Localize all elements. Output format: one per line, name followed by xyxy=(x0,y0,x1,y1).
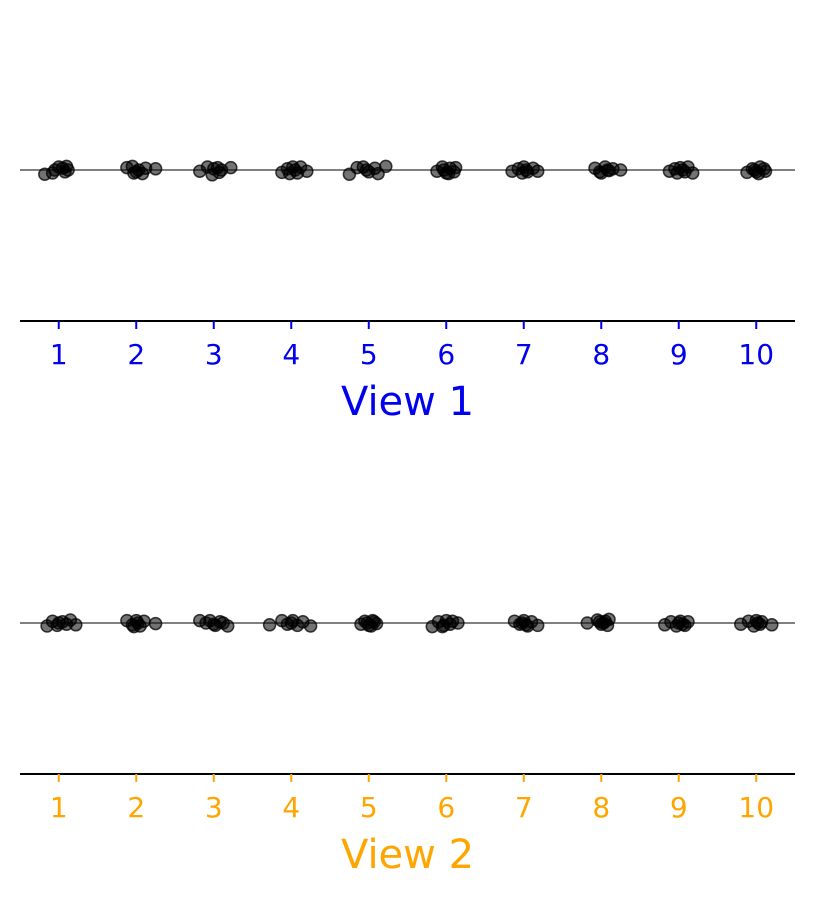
x-tick-label: 7 xyxy=(515,791,533,824)
data-point xyxy=(519,618,533,632)
x-tick-label: 1 xyxy=(50,791,68,824)
view-1-points xyxy=(38,159,773,182)
data-point xyxy=(61,163,75,177)
data-point xyxy=(600,163,615,177)
data-point xyxy=(212,165,226,180)
x-tick-label: 10 xyxy=(738,791,774,824)
x-tick-label: 2 xyxy=(127,791,145,824)
x-tick-label: 9 xyxy=(670,338,688,371)
data-point xyxy=(596,616,611,630)
data-point xyxy=(262,618,277,632)
data-point xyxy=(359,163,374,177)
data-point xyxy=(530,618,545,633)
data-point xyxy=(288,163,302,177)
data-point xyxy=(69,618,83,632)
view-1-panel: 1 2 3 4 5 6 7 8 9 10 View 1 xyxy=(20,159,795,425)
x-tick-label: 8 xyxy=(592,791,610,824)
x-tick-label: 5 xyxy=(360,791,378,824)
x-tick-label: 9 xyxy=(670,791,688,824)
data-point xyxy=(148,162,163,176)
view-1-xlabel: View 1 xyxy=(341,379,474,425)
data-point xyxy=(148,616,163,631)
x-tick-label: 10 xyxy=(738,338,774,371)
data-point xyxy=(303,619,318,633)
data-point xyxy=(300,164,314,178)
data-point xyxy=(751,166,766,181)
x-tick-label: 4 xyxy=(282,338,300,371)
view-2-xlabel: View 2 xyxy=(341,832,474,878)
data-point xyxy=(675,617,690,631)
x-tick-label: 4 xyxy=(282,791,300,824)
view-2-points xyxy=(40,612,779,634)
data-point xyxy=(754,615,769,629)
data-point xyxy=(224,160,238,175)
x-tick-label: 8 xyxy=(592,338,610,371)
x-tick-label: 3 xyxy=(205,791,223,824)
data-point xyxy=(445,614,460,628)
data-point xyxy=(284,616,299,630)
data-point xyxy=(613,163,628,177)
x-tick-label: 2 xyxy=(127,338,145,371)
data-point xyxy=(52,616,66,630)
view-1-ticks: 1 2 3 4 5 6 7 8 9 10 xyxy=(50,321,774,371)
data-point xyxy=(435,619,450,634)
data-point xyxy=(216,616,230,630)
data-point xyxy=(530,164,545,178)
data-point xyxy=(367,615,381,629)
data-point xyxy=(519,163,533,177)
data-point xyxy=(441,166,456,181)
x-tick-label: 6 xyxy=(437,791,455,824)
view-2-ticks: 1 2 3 4 5 6 7 8 9 10 xyxy=(50,774,774,824)
x-tick-label: 5 xyxy=(360,338,378,371)
data-point xyxy=(379,159,393,174)
view-2-panel: 1 2 3 4 5 6 7 8 9 10 View 2 xyxy=(20,612,795,878)
x-tick-label: 1 xyxy=(50,338,68,371)
data-point xyxy=(127,619,141,634)
x-tick-label: 7 xyxy=(515,338,533,371)
data-point xyxy=(675,163,690,177)
x-tick-label: 3 xyxy=(205,338,223,371)
data-point xyxy=(127,166,141,180)
x-tick-label: 6 xyxy=(437,338,455,371)
